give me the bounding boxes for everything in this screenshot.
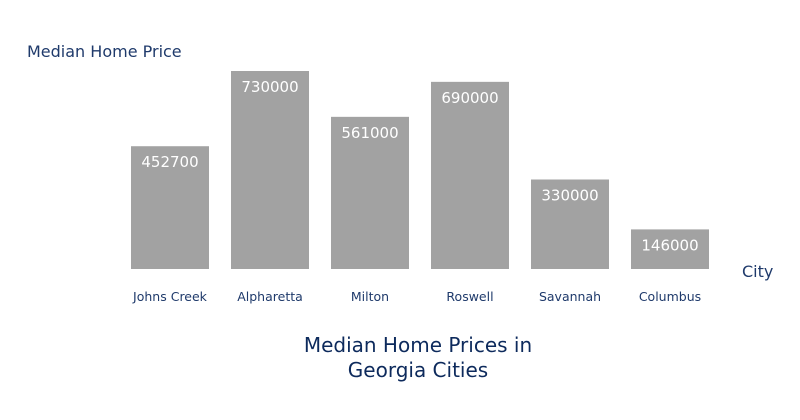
bar-value-label: 330000 [541,186,598,204]
category-tick-label: Alpharetta [237,289,303,304]
category-tick-label: Milton [351,289,389,304]
bar-value-label: 146000 [641,236,698,254]
x-axis-label: City [742,262,773,281]
bar-value-label: 561000 [341,124,398,142]
bar-johns-creek [131,146,209,269]
bar-alpharetta [231,71,309,269]
bar-roswell [431,81,509,270]
chart-title-line-2: Georgia Cities [348,358,488,382]
bar-columbus [631,229,709,269]
bar-value-label: 730000 [241,78,298,96]
category-tick-label: Savannah [539,289,601,304]
bar-milton [331,116,409,270]
bar-value-label: 690000 [441,89,498,107]
bar-savannah [531,179,609,269]
category-tick-label: Roswell [446,289,493,304]
bars-group: 452700 Johns Creek 730000 Alpharetta 561000 M… [131,71,709,304]
y-axis-label: Median Home Price [27,42,182,61]
bar-value-label: 452700 [141,153,198,171]
category-tick-label: Johns Creek [132,289,208,304]
category-tick-label: Columbus [639,289,701,304]
chart-title-line-1: Median Home Prices in [304,333,532,357]
